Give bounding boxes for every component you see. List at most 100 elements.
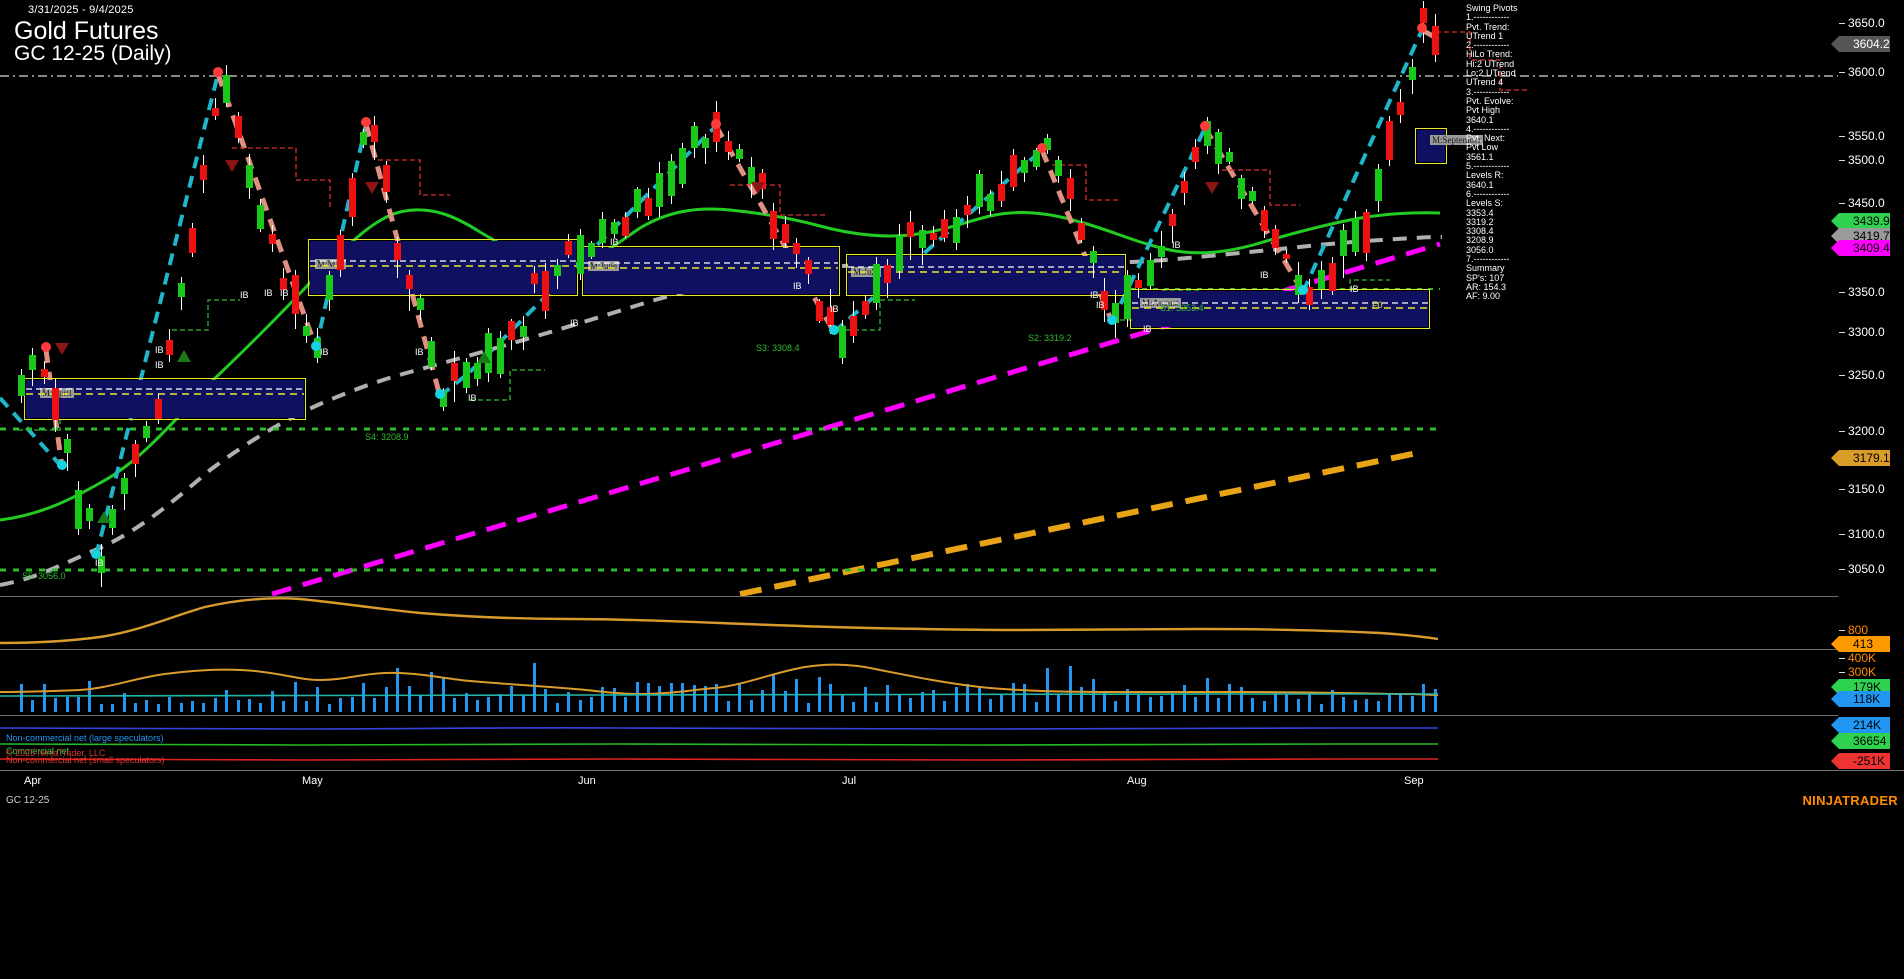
candle-body [634,189,641,213]
volume-bar [544,688,547,712]
info-line: HiLo Trend: [1466,49,1513,60]
x-axis-label: Jun [578,775,596,787]
candle-body [497,337,504,375]
sub-axis-tick: 400K [1839,651,1904,665]
price-axis-tick: 3500.0 [1839,153,1904,167]
volume-bar [385,686,388,712]
volume-bar [772,673,775,712]
volume-bar [761,690,764,712]
volume-bar [1103,692,1106,712]
candle-body [964,204,971,215]
volume-bar [533,663,536,712]
volume-bar [784,690,787,712]
price-tag[interactable]: 3409.4 [1831,240,1890,256]
swing-low-marker [311,341,321,351]
swing-high-marker [1037,143,1047,153]
sell-signal-triangle [751,182,765,194]
price-tag-arrow [1831,717,1839,733]
swing-high-marker [1200,121,1210,131]
x-axis-label: Aug [1127,775,1147,787]
volume-bar [681,682,684,712]
month-box [846,254,1126,296]
volume-bar [989,699,992,712]
volume-bar [180,702,183,712]
volume-bar [396,667,399,712]
price-axis-tick: 3200.0 [1839,424,1904,438]
ib-marker: IB [320,347,329,357]
month-box [1415,128,1447,164]
volume-bar [829,683,832,712]
candle-body [531,272,538,284]
cot-legend-noncommercial-small: Non-commercial net (small speculators) [6,755,165,765]
volume-bar [966,684,969,712]
candle-body [474,363,481,379]
price-tag[interactable]: 3604.2 [1831,36,1890,52]
volume-bar [1092,679,1095,712]
ib-marker: IB [264,288,273,298]
candle-body [212,108,219,116]
price-axis-tick: 3450.0 [1839,196,1904,210]
info-line: Pvt Low [1466,142,1499,153]
ib-marker: IB [1260,270,1269,280]
ib-marker: IB [1172,240,1181,250]
volume-bar [202,703,205,712]
footer-symbol-label: GC 12-25 [6,795,50,806]
x-axis[interactable]: Apr May Jun Jul Aug Sep [0,772,1904,794]
swing-low-marker [829,325,839,335]
price-tag[interactable]: 413 [1831,636,1890,652]
volume-pane[interactable] [0,649,1838,715]
candle-body [200,164,207,181]
volume-bar [499,694,502,712]
volume-bar [1377,701,1380,712]
open-interest-pane[interactable] [0,596,1838,649]
candle-body [18,374,25,397]
sell-signal-triangle [55,343,69,355]
sub-axis-tick: 800 [1839,623,1904,637]
cot-pane[interactable] [0,715,1838,771]
candle-body [656,172,663,208]
volume-bar [123,693,126,712]
price-tag[interactable]: 118K [1831,691,1890,707]
price-tag[interactable]: -251K [1831,753,1890,769]
price-tag[interactable]: 36654 [1831,733,1890,749]
price-tag[interactable]: 3439.9 [1831,213,1890,229]
candle-body [896,236,903,271]
candle-body [64,439,71,454]
candle-body [406,275,413,290]
candle-body [246,165,253,188]
price-pane[interactable]: M:April M:May M:June M:July M:August M:S… [0,0,1838,597]
volume-bar [921,692,924,712]
volume-bar [727,701,730,712]
candle-body [86,508,93,521]
candle-body [759,173,766,189]
candle-body [41,369,48,378]
ib-marker: IB [280,288,289,298]
x-axis-line [0,770,1904,771]
candle-body [622,216,629,236]
price-tag[interactable]: 3179.1 [1831,450,1890,466]
volume-bar [1126,689,1129,712]
candle-body [520,325,527,337]
price-tag-arrow [1831,450,1839,466]
candle-body [793,243,800,254]
candle-body [736,148,743,160]
candle-body [1135,279,1142,288]
volume-bar [1217,697,1220,712]
support-label-s2: S2: 3319.2 [1028,333,1072,343]
swing-low-marker [57,460,67,470]
price-axis[interactable]: 3650.03600.03550.03500.03450.03400.03350… [1831,0,1904,770]
buy-signal-triangle [177,350,191,362]
price-axis-tick: 3650.0 [1839,16,1904,30]
price-tag[interactable]: 214K [1831,717,1890,733]
candle-body [269,234,276,245]
candle-body [884,264,891,283]
volume-bar [1434,688,1437,712]
x-axis-label: Apr [24,775,42,787]
volume-bar [807,702,810,712]
candle-body [1261,209,1268,232]
volume-bar [408,686,411,712]
candle-body [155,399,162,419]
volume-bar [362,683,365,712]
candle-body [998,183,1005,201]
